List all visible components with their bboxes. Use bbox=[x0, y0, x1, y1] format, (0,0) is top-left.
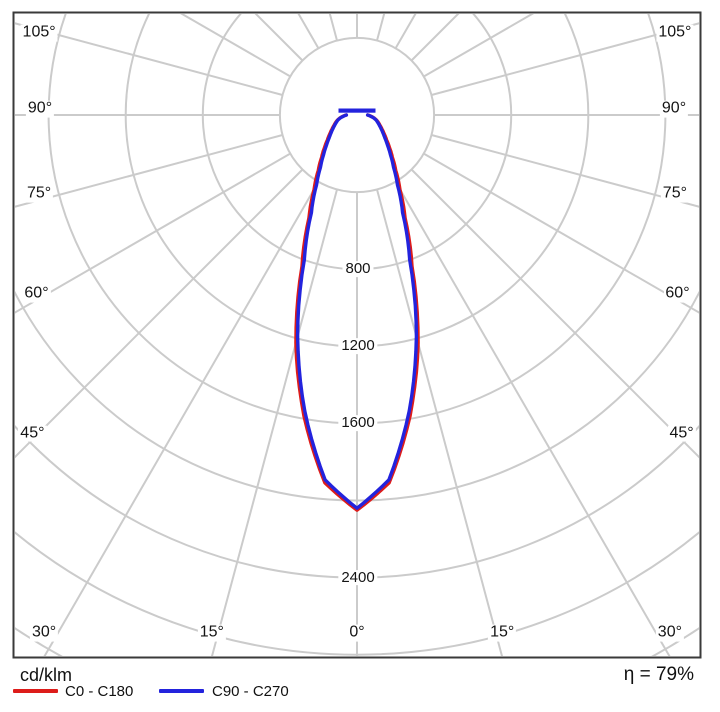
grid-spoke-105 bbox=[431, 22, 699, 96]
grid-spoke-165 bbox=[376, 14, 386, 41]
grid-spoke-150 bbox=[394, 14, 417, 49]
legend-line-c0-c180 bbox=[13, 689, 58, 693]
grid-spoke-210 bbox=[297, 14, 320, 49]
grid-spoke-45 bbox=[410, 168, 699, 459]
grid-spoke-345 bbox=[211, 189, 338, 656]
grid-spoke-300 bbox=[15, 152, 291, 314]
plot-border bbox=[12, 11, 702, 659]
grid-spoke-15 bbox=[376, 189, 503, 656]
grid-spoke-255 bbox=[15, 22, 283, 96]
grid-spoke-195 bbox=[328, 14, 338, 41]
unit-label: cd/klm bbox=[20, 665, 73, 685]
grid-spoke-120 bbox=[423, 14, 535, 78]
grid-spoke-285 bbox=[15, 134, 283, 208]
grid-spoke-75 bbox=[431, 134, 699, 208]
grid-spoke-30 bbox=[394, 181, 671, 656]
legend-label-c0-c180: C0 - C180 bbox=[65, 683, 134, 700]
polar-chart-canvas bbox=[12, 11, 702, 659]
curve-C90-C270 bbox=[295, 113, 419, 510]
grid-ring-2000 bbox=[15, 290, 699, 502]
intensity-curves bbox=[294, 108, 420, 512]
grid-ring-400 bbox=[278, 36, 436, 194]
legend-line-c90-c270 bbox=[159, 689, 204, 693]
efficiency-label: η = 79% bbox=[623, 664, 694, 685]
grid-ring-3200 bbox=[15, 626, 699, 656]
luminaire-symbol bbox=[338, 108, 376, 113]
grid-spoke-315 bbox=[15, 168, 304, 459]
grid-spoke-60 bbox=[423, 152, 699, 314]
polar-grid bbox=[15, 14, 699, 656]
legend-label-c90-c270: C90 - C270 bbox=[212, 683, 289, 700]
grid-spoke-240 bbox=[180, 14, 291, 78]
grid-spoke-330 bbox=[43, 181, 320, 656]
grid-spoke-225 bbox=[254, 14, 304, 62]
